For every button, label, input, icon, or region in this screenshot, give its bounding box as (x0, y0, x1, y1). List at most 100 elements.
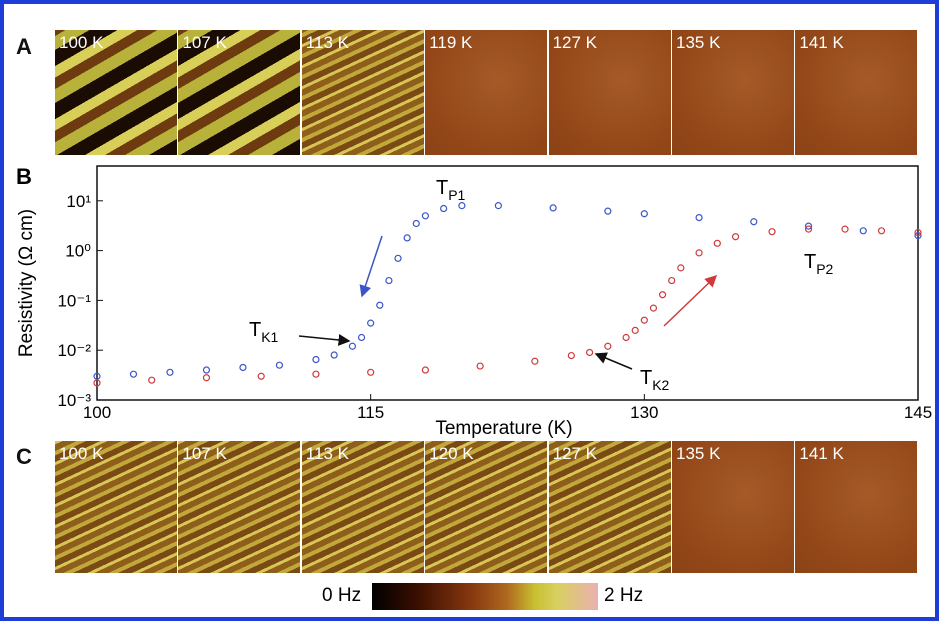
annotation: TK1 (249, 319, 279, 345)
image-label: 119 K (429, 33, 473, 52)
marker (239, 363, 247, 372)
marker (622, 333, 630, 342)
marker (731, 233, 740, 241)
marker (148, 376, 156, 384)
image: 107 K (178, 30, 301, 155)
plot-frame (96, 165, 919, 401)
marker (768, 228, 776, 236)
marker (841, 225, 849, 233)
marker (412, 219, 420, 228)
marker (750, 218, 758, 226)
marker (421, 366, 429, 374)
image: 113 K (301, 30, 424, 155)
marker (394, 254, 402, 262)
y-axis-label: Resistivity (Ω cm) (16, 209, 37, 357)
image: 127 K (548, 441, 671, 573)
marker (804, 222, 813, 230)
y-tick-label: 10⁻¹ (57, 291, 91, 310)
marker (367, 319, 375, 327)
image: 120 K (425, 441, 548, 573)
marker (385, 276, 393, 285)
image-label: 127 K (552, 33, 598, 52)
panel-label: C (16, 444, 32, 469)
image: 127 K (548, 30, 671, 155)
x-tick-label: 115 (357, 403, 384, 422)
chart: B Temperature (K) Resistivity (Ω cm) 100… (16, 164, 932, 439)
marker (376, 301, 384, 309)
marker (129, 370, 138, 378)
image: 100 K (55, 441, 177, 573)
x-tick-label: 100 (83, 403, 111, 422)
y-tick-label: 10⁰ (65, 242, 91, 261)
marker (640, 316, 648, 324)
colorbar-label: 2 Hz (604, 585, 644, 606)
image: 135 K (672, 441, 794, 573)
marker (348, 342, 357, 350)
marker (914, 228, 922, 237)
annotation-subscript: P2 (816, 261, 833, 277)
image: 119 K (425, 30, 548, 155)
annotation: TK2 (640, 367, 670, 393)
colorbar (372, 583, 598, 610)
marker (713, 239, 721, 247)
marker (476, 362, 484, 370)
image: 135 K (672, 30, 794, 155)
marker (330, 351, 338, 359)
marker (658, 291, 667, 299)
arrow (663, 274, 718, 327)
marker (202, 366, 211, 374)
image-label: 141 K (799, 33, 844, 52)
image-label: 135 K (676, 444, 721, 463)
image-label: 141 K (799, 444, 844, 463)
image-label: 107 K (182, 444, 227, 463)
marker (914, 232, 922, 240)
annotation-text: T (249, 319, 261, 341)
marker (166, 368, 174, 376)
marker (312, 355, 320, 364)
marker (604, 207, 612, 215)
marker (275, 361, 284, 369)
image-label: 100 K (59, 444, 104, 463)
annotation: TP1 (436, 177, 466, 203)
marker (357, 333, 366, 342)
marker (695, 249, 703, 257)
marker (93, 372, 101, 380)
x-tick-label: 130 (630, 403, 658, 422)
marker (257, 372, 265, 380)
marker (695, 214, 703, 222)
image: 107 K (178, 441, 301, 573)
marker (585, 348, 594, 357)
marker (367, 368, 375, 376)
marker (859, 227, 867, 235)
image: 100 K (55, 30, 177, 155)
annotation-text: T (640, 367, 652, 389)
marker (549, 204, 557, 212)
x-axis-label: Temperature (K) (435, 418, 572, 439)
arrow (594, 352, 633, 370)
marker (440, 204, 448, 213)
marker (458, 202, 466, 210)
arrow (359, 235, 383, 298)
marker (403, 234, 411, 242)
marker (631, 326, 639, 334)
image-label: 113 K (305, 33, 349, 52)
image: 141 K (795, 30, 918, 155)
panel-label: A (16, 34, 32, 59)
arrow (298, 333, 351, 346)
image-label: 113 K (305, 444, 349, 463)
marker (93, 379, 101, 387)
image-label: 127 K (552, 444, 598, 463)
marker (804, 225, 813, 233)
annotation: TP2 (804, 251, 834, 277)
image: 141 K (795, 441, 918, 573)
annotation-subscript: P1 (448, 187, 465, 203)
y-tick-label: 10⁻³ (57, 391, 91, 410)
marker (312, 370, 320, 378)
image-label: 120 K (429, 444, 474, 463)
marker (649, 304, 658, 312)
annotation-text: T (804, 251, 816, 273)
marker (494, 202, 502, 210)
marker (640, 210, 648, 218)
marker (677, 264, 685, 272)
